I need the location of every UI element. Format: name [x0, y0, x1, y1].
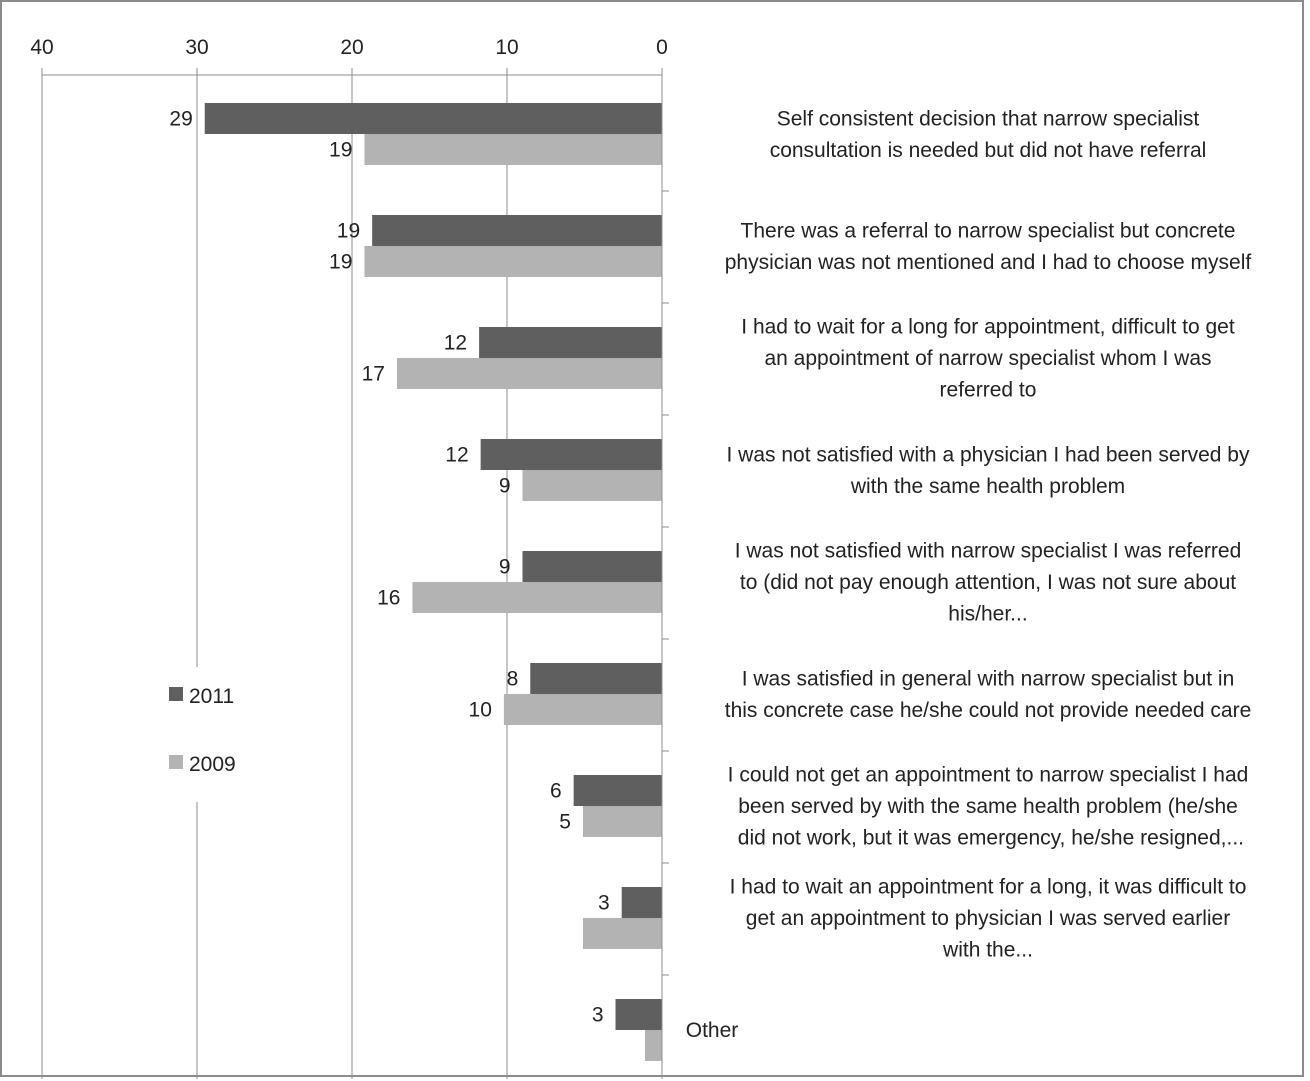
category-label: I had to wait an appointment for a long,… [730, 876, 1247, 962]
data-label-2009: 9 [499, 475, 511, 498]
bar-2009 [412, 582, 662, 613]
bar-2011 [479, 327, 662, 358]
bar-2011 [372, 215, 662, 246]
x-tick-label: 30 [185, 36, 208, 59]
data-label-2009: 19 [329, 251, 352, 274]
x-tick-label: 20 [340, 36, 363, 59]
legend: 2011 2009 [154, 667, 254, 802]
category-label: Self consistent decision that narrow spe… [770, 107, 1207, 162]
data-label-2011: 9 [499, 556, 511, 579]
data-label-2011: 8 [507, 668, 519, 691]
category-label: I could not get an appointment to narrow… [728, 764, 1249, 850]
data-label-2011: 19 [337, 220, 360, 243]
legend-swatch-2011 [169, 687, 183, 701]
bar-2009 [364, 246, 662, 277]
bar-2011 [530, 663, 662, 694]
bars [204, 103, 662, 1061]
bar-2011 [204, 103, 662, 134]
x-tick-label: 40 [30, 36, 53, 59]
category-label: There was a referral to narrow specialis… [725, 219, 1252, 274]
bar-2009 [396, 358, 662, 389]
data-label-2009: 19 [329, 139, 352, 162]
category-label: I was satisfied in general with narrow s… [725, 667, 1252, 722]
data-label-2011: 6 [550, 780, 562, 803]
category-label: I was not satisfied with narrow speciali… [735, 540, 1242, 626]
bar-2009 [503, 694, 662, 725]
bar-2011 [615, 999, 662, 1030]
bar-2009 [364, 134, 662, 165]
bar-2011 [480, 439, 662, 470]
category-label: I was not satisfied with a physician I h… [727, 443, 1250, 498]
legend-label-2009: 2009 [189, 753, 236, 776]
legend-swatch-2009 [169, 755, 183, 769]
category-label: I had to wait for a long for appointment… [741, 316, 1235, 402]
bar-2011 [621, 887, 662, 918]
data-label-2011: 12 [444, 332, 467, 355]
data-label-2009: 16 [377, 587, 400, 610]
bar-2011 [573, 775, 662, 806]
bar-2009 [522, 470, 662, 501]
axis: 40 30 20 10 0 [30, 36, 669, 1079]
data-label-2011: 3 [592, 1004, 604, 1027]
data-label-2009: 5 [559, 811, 571, 834]
labels: 29 19 Self consistent decision that narrow… [169, 107, 1251, 1042]
bar-2009 [582, 806, 662, 837]
data-label-2011: 3 [598, 892, 610, 915]
bar-2011 [522, 551, 662, 582]
bar-2009 [644, 1030, 662, 1061]
bar-2009 [582, 918, 662, 949]
x-tick-label: 0 [656, 36, 668, 59]
data-label-2011: 12 [445, 444, 468, 467]
data-label-2011: 29 [169, 108, 192, 131]
legend-label-2011: 2011 [189, 685, 234, 708]
x-tick-label: 10 [495, 36, 518, 59]
category-label: Other [686, 1019, 739, 1042]
data-label-2009: 17 [362, 363, 385, 386]
data-label-2009: 10 [469, 699, 492, 722]
